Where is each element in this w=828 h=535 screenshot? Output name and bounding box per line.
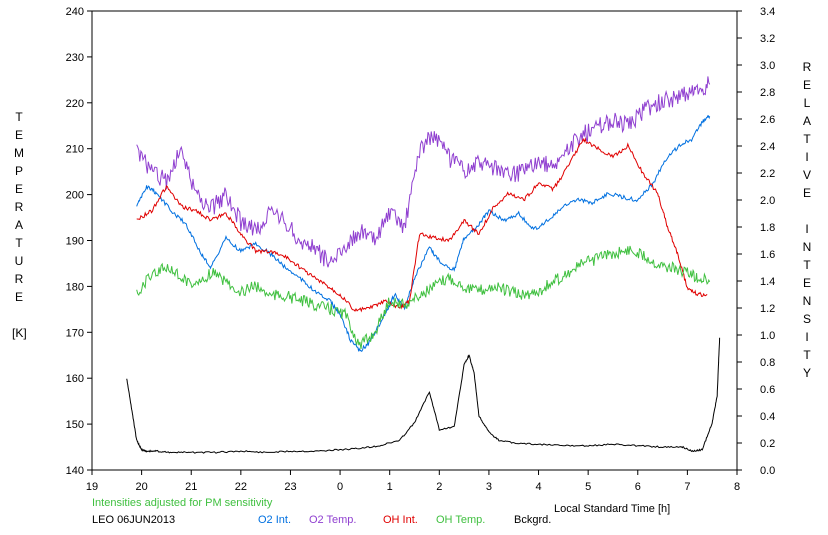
right-tick-label: 0.4 [760, 411, 775, 423]
left-axis-label: T E M P E R A T U R E [K] [12, 110, 27, 340]
right-tick-label: 1.2 [760, 303, 775, 315]
series-line-oh-temp [136, 245, 711, 350]
x-tick-label: 2 [436, 481, 442, 493]
left-tick-label: 160 [66, 373, 84, 385]
legend-oh-int: OH Int. [383, 514, 418, 526]
x-tick-label: 22 [235, 481, 247, 493]
legend-bckgrd: Bckgrd. [514, 514, 552, 526]
x-tick-label: 20 [135, 481, 147, 493]
legend-oh-temp: OH Temp. [436, 514, 486, 526]
sensitivity-note: Intensities adjusted for PM sensitivity [92, 497, 273, 509]
legend-o2-temp: O2 Temp. [309, 514, 357, 526]
x-tick-label: 4 [535, 481, 541, 493]
legend-o2-int: O2 Int. [258, 514, 292, 526]
right-tick-label: 2.6 [760, 114, 775, 126]
right-axis-label: R E L A T I V E I N T E N S I T Y [802, 60, 812, 380]
x-tick-label: 7 [684, 481, 690, 493]
series-line-o2-int [136, 114, 711, 353]
left-tick-label: 170 [66, 327, 84, 339]
x-tick-label: 6 [635, 481, 641, 493]
right-tick-label: 0.2 [760, 438, 775, 450]
plot-frame [91, 10, 738, 471]
x-axis-label: Local Standard Time [h] [554, 503, 670, 515]
right-tick-label: 0.6 [760, 384, 775, 396]
x-tick-label: 1 [387, 481, 393, 493]
right-tick-label: 0.8 [760, 357, 775, 369]
series-line-oh-int [136, 137, 708, 313]
series-line-bckgrd [126, 337, 721, 454]
left-tick-label: 240 [66, 6, 84, 18]
left-tick-label: 220 [66, 98, 84, 110]
left-tick-label: 150 [66, 419, 84, 431]
right-tick-label: 1.4 [760, 276, 775, 288]
x-tick-label: 0 [337, 481, 343, 493]
right-tick-label: 3.2 [760, 33, 775, 45]
right-axis-ticks: 0.0 0.2 0.4 0.6 0.8 1.0 1.2 1.4 1.6 1.8 2.0 2.2 2.4 2… [737, 6, 775, 477]
right-tick-label: 0.0 [760, 465, 775, 477]
left-tick-label: 180 [66, 281, 84, 293]
left-tick-label: 200 [66, 190, 84, 202]
right-tick-label: 3.0 [760, 60, 775, 72]
right-tick-label: 1.0 [760, 330, 775, 342]
series-line-o2-temp [136, 76, 711, 268]
x-axis-ticks: 19 20 21 22 23 0 1 2 3 4 5 6 7 8 [86, 470, 740, 493]
right-tick-label: 2.8 [760, 87, 775, 99]
x-tick-label: 3 [486, 481, 492, 493]
x-tick-label: 19 [86, 481, 98, 493]
station-date: LEO 06JUN2013 [92, 514, 176, 526]
right-tick-label: 1.8 [760, 222, 775, 234]
left-tick-label: 140 [66, 465, 84, 477]
x-tick-label: 5 [585, 481, 591, 493]
right-tick-label: 3.4 [760, 6, 775, 18]
right-tick-label: 2.2 [760, 168, 775, 180]
x-tick-label: 8 [734, 481, 740, 493]
x-tick-label: 23 [284, 481, 296, 493]
right-tick-label: 2.0 [760, 195, 775, 207]
series-layer [126, 76, 721, 454]
right-tick-label: 1.6 [760, 249, 775, 261]
left-tick-label: 230 [66, 52, 84, 64]
left-axis-ticks: 140 150 160 170 180 190 200 210 220 230 240 [66, 6, 92, 477]
left-tick-label: 190 [66, 236, 84, 248]
x-tick-label: 21 [185, 481, 197, 493]
left-tick-label: 210 [66, 144, 84, 156]
right-tick-label: 2.4 [760, 141, 775, 153]
